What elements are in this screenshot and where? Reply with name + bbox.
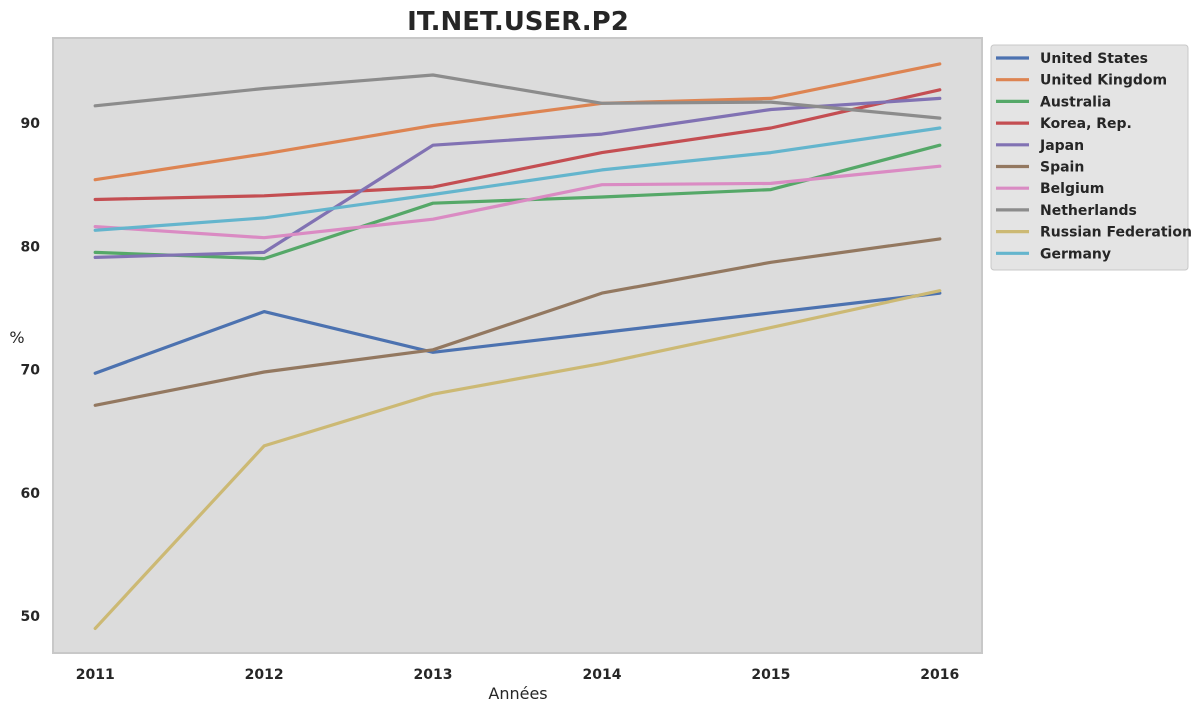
y-axis-ticks: 50 60 70 80 90 [21,116,41,625]
series-line-korea-rep [93,88,942,202]
x-tick-label: 2013 [414,667,453,683]
series-line-japan [93,96,942,259]
legend-label: Japan [1039,138,1084,154]
series-line-netherlands [93,73,942,120]
x-axis-label: Années [488,684,547,703]
legend-box [990,44,1189,271]
legend-label: Netherlands [1040,203,1137,219]
plot-area [52,37,983,654]
series-line-spain [93,237,942,407]
x-tick-label: 2012 [245,667,284,683]
legend-label: Russian Federation [1040,225,1192,241]
legend-label: Germany [1040,246,1111,262]
legend-label: Australia [1040,94,1111,110]
legend-label: Belgium [1040,181,1104,197]
y-tick-label: 90 [21,116,41,132]
series-line-united-states [93,291,942,375]
series-line-australia [93,143,942,261]
legend: United States United Kingdom Australia Kore… [990,44,1192,271]
series-line-germany [93,126,942,232]
series-line-belgium [93,164,942,240]
chart-title: IT.NET.USER.P2 [407,7,629,37]
x-tick-label: 2016 [920,667,959,683]
y-tick-label: 60 [21,486,41,502]
legend-label: Korea, Rep. [1040,116,1132,132]
x-axis-ticks: 2011 2012 2013 2014 2015 2016 [76,667,960,683]
y-axis-label: % [9,328,24,347]
y-tick-label: 80 [21,239,41,255]
series-layer [93,62,942,631]
series-line-russian-federation [93,289,942,631]
series-line-united-kingdom [93,62,942,182]
y-tick-label: 50 [21,609,41,625]
x-tick-label: 2014 [582,667,621,683]
x-tick-label: 2011 [76,667,115,683]
legend-label: Spain [1040,160,1084,176]
x-tick-label: 2015 [751,667,790,683]
y-tick-label: 70 [21,363,41,379]
legend-label: United Kingdom [1040,73,1167,89]
legend-label: United States [1040,51,1148,67]
